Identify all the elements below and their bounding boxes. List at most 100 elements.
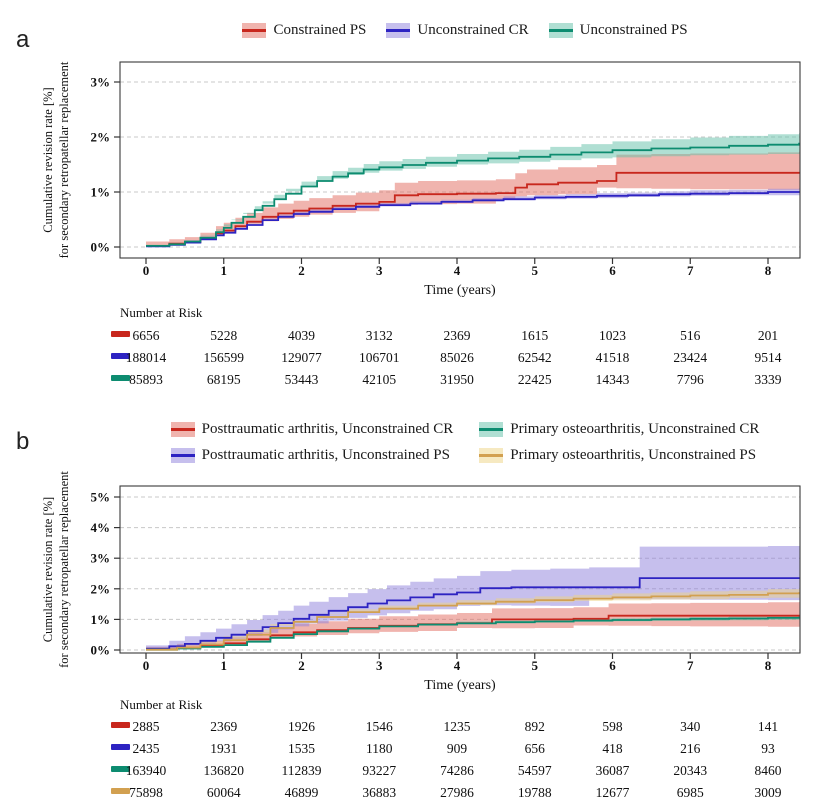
legend-item-constrained-ps: Constrained PS — [242, 22, 366, 39]
risk-count: 2435 — [133, 741, 160, 756]
risk-row-swatch-icon — [111, 331, 130, 337]
legend-swatch-icon — [479, 448, 504, 463]
x-tick-label: 6 — [609, 263, 616, 278]
risk-row-swatch-icon — [111, 353, 130, 359]
legend-label: Primary osteoarthritis, Unconstrained PS — [510, 447, 757, 463]
panel-b-letter: b — [16, 428, 30, 455]
y-tick-label: 3% — [91, 75, 111, 90]
risk-count: 2369 — [444, 328, 471, 343]
risk-count: 418 — [602, 741, 623, 756]
legend-label: Posttraumatic arthritis, Unconstrained P… — [201, 447, 450, 463]
risk-count: 909 — [447, 741, 468, 756]
legend-line-icon — [386, 29, 411, 32]
risk-count: 656 — [525, 741, 546, 756]
legend-line-icon — [242, 29, 267, 32]
risk-count: 93227 — [362, 763, 396, 778]
risk-count: 1546 — [366, 719, 393, 734]
risk-count: 141 — [758, 719, 778, 734]
risk-count: 6656 — [133, 328, 160, 343]
risk-count: 216 — [680, 741, 701, 756]
risk-count: 129077 — [281, 350, 322, 365]
risk-count: 1931 — [210, 741, 237, 756]
panel-b-chart: 0% 1% 2% 3% 4% 5% 0 1 2 3 4 5 6 7 8 Time (years) Cumulat… — [41, 471, 801, 800]
risk-count: 1023 — [599, 328, 626, 343]
risk-count: 75898 — [129, 785, 163, 800]
legend-item-primary-osteoarthritis-unconstrained-cr: Primary osteoarthritis, Unconstrained CR — [479, 421, 759, 438]
risk-count: 3009 — [755, 785, 782, 800]
risk-count: 93 — [761, 741, 775, 756]
risk-row-swatch-icon — [111, 766, 130, 772]
risk-count: 53443 — [285, 372, 319, 387]
legend-swatch-icon — [242, 23, 267, 38]
y-tick-label: 1% — [91, 185, 111, 200]
risk-count: 31950 — [440, 372, 474, 387]
risk-count: 41518 — [596, 350, 630, 365]
panel-a-letter: a — [16, 26, 30, 53]
risk-count: 12677 — [596, 785, 630, 800]
risk-count: 340 — [680, 719, 701, 734]
risk-count: 163940 — [126, 763, 167, 778]
risk-count: 3132 — [366, 328, 393, 343]
legend-item-posttraumatic-arthritis-unconstrained-ps: Posttraumatic arthritis, Unconstrained P… — [170, 447, 454, 464]
risk-count: 7796 — [677, 372, 704, 387]
risk-count: 1235 — [444, 719, 471, 734]
risk-count: 1926 — [288, 719, 315, 734]
risk-count: 156599 — [204, 350, 245, 365]
legend-label: Unconstrained PS — [579, 22, 688, 38]
x-axis-label: Time (years) — [424, 678, 496, 693]
risk-count: 62542 — [518, 350, 552, 365]
legend-item-primary-osteoarthritis-unconstrained-ps: Primary osteoarthritis, Unconstrained PS — [479, 447, 759, 464]
x-tick-label: 0 — [143, 263, 150, 278]
risk-count: 27986 — [440, 785, 474, 800]
legend-line-icon — [479, 428, 504, 431]
risk-count: 8460 — [755, 763, 782, 778]
legend-item-posttraumatic-arthritis-unconstrained-cr: Posttraumatic arthritis, Unconstrained C… — [170, 421, 453, 438]
risk-count: 598 — [602, 719, 623, 734]
legend-swatch-icon — [170, 422, 195, 437]
risk-count: 2369 — [210, 719, 237, 734]
plot-border — [119, 61, 801, 259]
risk-row-swatch-icon — [111, 375, 130, 381]
legend-line-icon — [479, 454, 504, 457]
posttraumatic-arthritis-unconstrained-ps-line — [146, 577, 800, 650]
panel-a-chart: 0% 1% 2% 3% 0 1 2 3 4 5 6 7 8 Time (years) Cumulative … — [41, 61, 801, 387]
y-tick-label: 5% — [91, 490, 111, 505]
risk-count: 112839 — [282, 763, 322, 778]
risk-count: 46899 — [285, 785, 319, 800]
risk-row-swatch-icon — [111, 722, 130, 728]
unconstrained-ps-line — [146, 142, 800, 247]
primary-osteoarthritis-unconstrained-ps-line — [146, 592, 800, 651]
unconstrained-ps-confidence-band — [146, 133, 800, 247]
number-at-risk-title: Number at Risk — [120, 305, 203, 320]
unconstrained-cr-line — [146, 191, 800, 248]
legend-item-unconstrained-cr: Unconstrained CR — [386, 22, 529, 39]
risk-count: 22425 — [518, 372, 552, 387]
risk-count: 36883 — [362, 785, 396, 800]
y-tick-label: 0% — [91, 643, 111, 658]
risk-count: 36087 — [596, 763, 630, 778]
y-tick-label: 4% — [91, 520, 111, 535]
x-tick-label: 8 — [765, 263, 772, 278]
legend-item-unconstrained-ps: Unconstrained PS — [548, 22, 688, 39]
y-axis-label-line2: for secondary retropatellar replacement — [57, 471, 71, 668]
risk-count: 68195 — [207, 372, 241, 387]
legend-swatch-icon — [548, 23, 573, 38]
y-axis-label-line1: Cumulative revision rate [%] — [41, 87, 55, 232]
x-tick-label: 1 — [221, 263, 228, 278]
panel-a-legend: Constrained PS Unconstrained CR Unconstrai… — [120, 22, 810, 39]
y-tick-label: 2% — [91, 130, 111, 145]
risk-count: 54597 — [518, 763, 552, 778]
risk-count: 1180 — [366, 741, 393, 756]
risk-count: 42105 — [362, 372, 396, 387]
risk-count: 74286 — [440, 763, 474, 778]
risk-count: 85026 — [440, 350, 474, 365]
plot-border — [119, 485, 801, 654]
risk-count: 20343 — [673, 763, 707, 778]
risk-count: 19788 — [518, 785, 552, 800]
risk-count: 5228 — [210, 328, 237, 343]
risk-count: 892 — [525, 719, 545, 734]
y-tick-label: 0% — [91, 240, 111, 255]
risk-count: 6985 — [677, 785, 704, 800]
legend-label: Unconstrained CR — [417, 22, 529, 38]
